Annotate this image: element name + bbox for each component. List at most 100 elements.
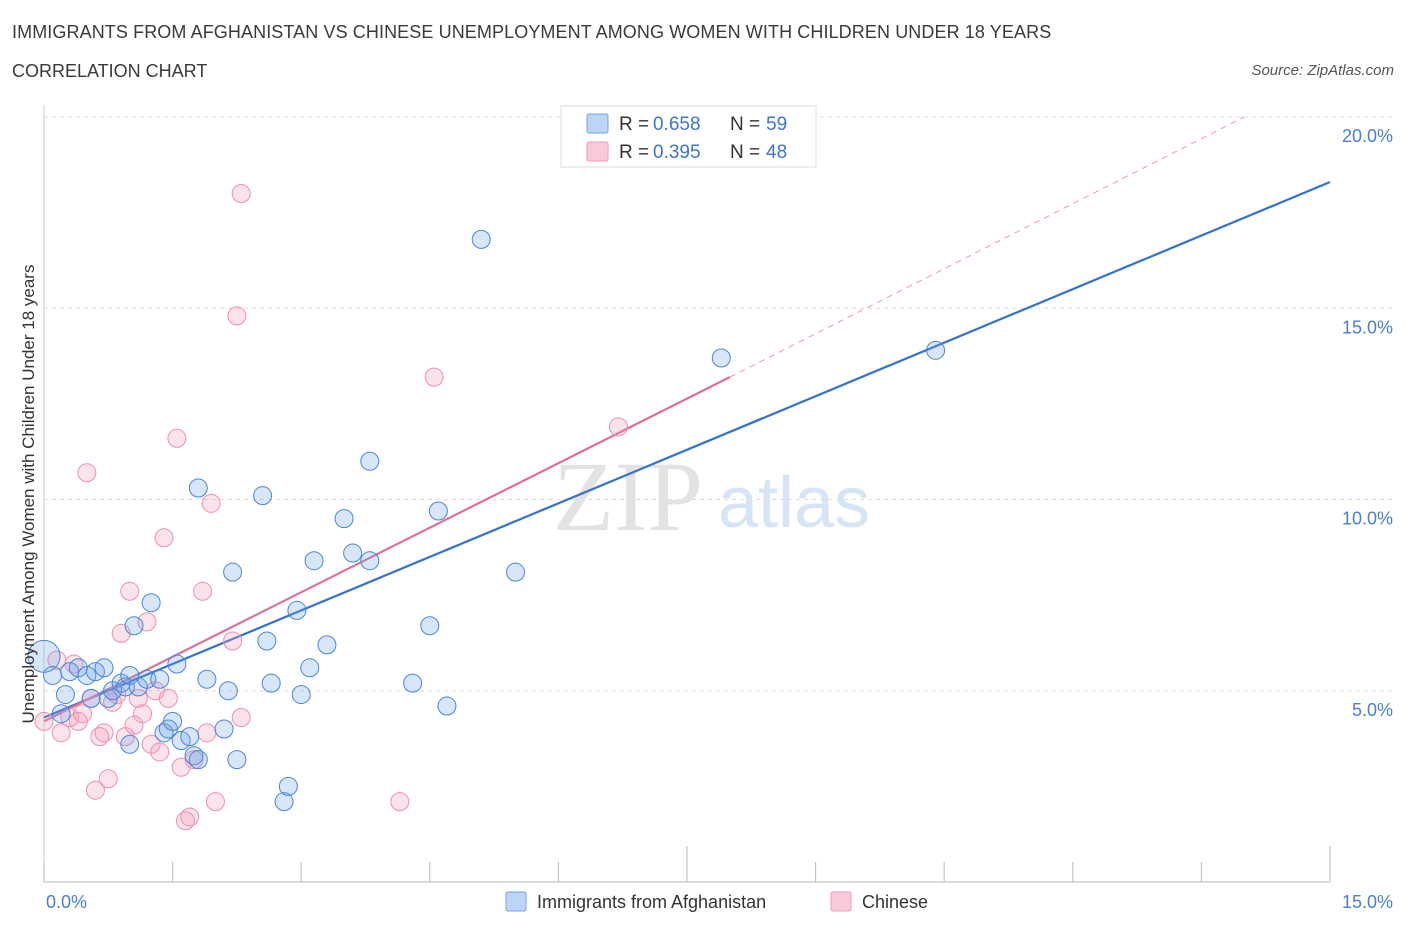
point-afghanistan-28 [188, 750, 208, 770]
point-afghanistan-45 [334, 509, 354, 529]
point-chinese-2 [51, 723, 71, 743]
x-tick-labels: 0.0% 15.0% [46, 892, 1393, 912]
watermark-zip: ZIP [553, 441, 703, 552]
stats-legend: R = 0.658 N = 59 R = 0.395 N = 48 [560, 105, 817, 168]
point-chinese-6 [73, 704, 93, 724]
point-afghanistan-15 [120, 734, 140, 754]
point-chinese-26 [158, 688, 178, 708]
point-afghanistan-31 [214, 719, 234, 739]
y-tick-label-10: 10.0% [1342, 509, 1393, 529]
point-afghanistan-29 [188, 478, 208, 498]
legend-swatch-afghanistan [586, 113, 609, 134]
point-afghanistan-40 [287, 600, 307, 620]
legend-r-label-chinese: R = [619, 142, 649, 163]
series-legend-swatch-chinese [830, 891, 852, 912]
point-afghanistan-55 [711, 348, 731, 368]
point-afghanistan-52 [437, 696, 457, 716]
point-afghanistan-41 [291, 685, 311, 705]
point-chinese-34 [201, 493, 221, 513]
series-legend-label-afghanistan: Immigrants from Afghanistan [537, 892, 766, 912]
point-afghanistan-19 [141, 593, 161, 613]
point-chinese-33 [197, 723, 217, 743]
point-chinese-38 [231, 708, 251, 728]
point-chinese-0 [34, 711, 54, 731]
y-axis-label: Unemployment Among Women with Children U… [19, 265, 38, 724]
point-afghanistan-43 [304, 551, 324, 571]
point-chinese-37 [227, 306, 247, 326]
point-afghanistan-32 [218, 681, 238, 701]
trend-line-afghanistan [43, 181, 1331, 719]
point-afghanistan-49 [403, 673, 423, 693]
point-chinese-19 [128, 688, 148, 708]
point-afghanistan-54 [506, 562, 526, 582]
x-tick-label-min: 0.0% [46, 892, 87, 912]
point-afghanistan-56 [926, 340, 946, 360]
axes [43, 105, 1331, 883]
point-afghanistan-36 [257, 631, 277, 651]
point-chinese-7 [77, 463, 97, 483]
legend-r-value-afghanistan: 0.658 [653, 114, 701, 135]
point-afghanistan-44 [317, 635, 337, 655]
chart-title: IMMIGRANTS FROM AFGHANISTAN VS CHINESE U… [12, 22, 1052, 42]
point-afghanistan-33 [223, 562, 243, 582]
point-afghanistan-39 [278, 776, 298, 796]
source-credit: Source: ZipAtlas.com [1251, 62, 1394, 79]
point-chinese-25 [154, 528, 174, 548]
point-chinese-35 [205, 792, 225, 812]
point-chinese-32 [193, 581, 213, 601]
point-afghanistan-9 [94, 658, 114, 678]
legend-swatch-chinese [586, 141, 609, 162]
point-afghanistan-34 [227, 750, 247, 770]
point-chinese-9 [85, 780, 105, 800]
point-chinese-27 [167, 428, 187, 448]
watermark: ZIP atlas [553, 441, 870, 552]
series-legend-swatch-afghanistan [505, 891, 527, 912]
point-afghanistan-2 [51, 704, 71, 724]
chart-subtitle: CORRELATION CHART [12, 61, 208, 81]
point-chinese-20 [133, 704, 153, 724]
series-legend: Immigrants from Afghanistan Chinese [505, 891, 928, 912]
point-afghanistan-20 [150, 669, 170, 689]
point-afghanistan-16 [124, 616, 144, 636]
grid-lines [44, 116, 1394, 692]
point-afghanistan-53 [471, 229, 491, 249]
point-chinese-30 [180, 807, 200, 827]
y-tick-label-5: 5.0% [1352, 700, 1393, 720]
watermark-atlas: atlas [718, 463, 870, 543]
series-legend-label-chinese: Chinese [862, 892, 928, 912]
point-afghanistan-30 [197, 669, 217, 689]
y-tick-label-15: 15.0% [1342, 317, 1393, 337]
point-afghanistan-24 [167, 654, 187, 674]
point-afghanistan-38 [274, 792, 294, 812]
point-chinese-17 [120, 581, 140, 601]
legend-n-label-afghanistan: N = [730, 114, 760, 135]
point-chinese-21 [137, 612, 157, 632]
point-chinese-36 [223, 631, 243, 651]
point-afghanistan-7 [81, 688, 101, 708]
point-chinese-40 [390, 792, 410, 812]
point-afghanistan-3 [55, 685, 75, 705]
point-afghanistan-47 [360, 551, 380, 571]
legend-r-value-chinese: 0.395 [653, 142, 701, 163]
legend-n-label-chinese: N = [730, 142, 760, 163]
data-points [27, 184, 946, 831]
point-afghanistan-42 [300, 658, 320, 678]
point-chinese-24 [150, 742, 170, 762]
point-chinese-39 [231, 184, 251, 203]
point-afghanistan-51 [428, 501, 448, 521]
y-tick-labels: 5.0% 10.0% 15.0% 20.0% [1342, 126, 1393, 720]
y-tick-label-20: 20.0% [1342, 126, 1393, 146]
legend-n-value-afghanistan: 59 [766, 114, 787, 135]
point-chinese-11 [94, 723, 114, 743]
x-tick-label-max: 15.0% [1342, 892, 1393, 912]
point-afghanistan-50 [420, 616, 440, 636]
point-chinese-12 [98, 769, 118, 789]
trend-line-chinese [43, 376, 731, 723]
point-afghanistan-1 [43, 665, 63, 685]
point-afghanistan-46 [343, 543, 363, 563]
point-afghanistan-23 [163, 711, 183, 731]
point-chinese-42 [608, 417, 628, 437]
legend-r-label-afghanistan: R = [619, 114, 649, 135]
point-afghanistan-37 [261, 673, 281, 693]
